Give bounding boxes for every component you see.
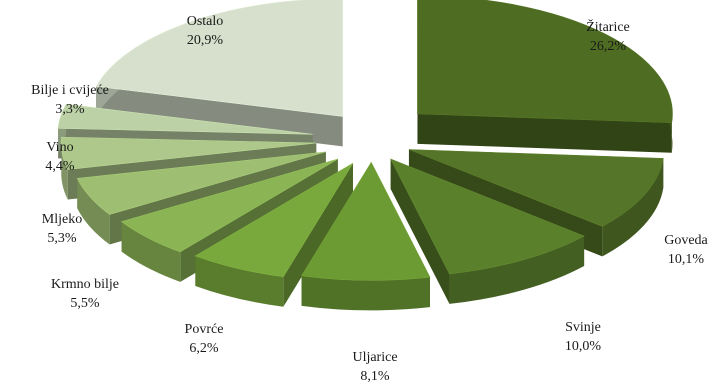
slice-label-goveda: Goveda: [664, 233, 708, 248]
slice-side-wall: [390, 159, 450, 304]
pie-slice: [194, 162, 354, 307]
slice-top: [390, 158, 585, 275]
slice-rim: [449, 235, 585, 304]
pie-slice: [390, 158, 585, 304]
pie-slice: [417, 0, 673, 153]
slice-value-ostalo: 20,9%: [187, 33, 224, 48]
slice-rim: [121, 221, 181, 282]
slice-label-mljeko: Mljeko: [42, 212, 82, 227]
pie-slices: [57, 0, 673, 311]
slice-top: [57, 103, 313, 135]
slice-value-svinje: 10,0%: [565, 339, 602, 354]
pie-labels: Žitarice 26,2% Goveda 10,1% Svinje 10,0%…: [31, 14, 708, 384]
slice-value-bilje-i-cvijece: 3,3%: [55, 102, 85, 117]
slice-top: [76, 151, 326, 215]
slice-top: [120, 158, 338, 253]
slice-value-zitarice: 26,2%: [590, 39, 627, 54]
slice-label-zitarice: Žitarice: [586, 18, 630, 35]
slice-rim: [301, 275, 430, 311]
slice-label-svinje: Svinje: [565, 320, 601, 335]
slice-side-wall: [417, 113, 672, 153]
slice-label-ostalo: Ostalo: [187, 14, 224, 29]
slice-rim: [77, 178, 110, 245]
slice-rim: [602, 158, 664, 257]
slice-label-povrce: Povrće: [185, 322, 224, 337]
slice-value-vino: 4,4%: [45, 159, 75, 174]
pie-slice: [301, 161, 431, 311]
slice-top: [408, 149, 664, 227]
slice-value-krmno-bilje: 5,5%: [70, 296, 100, 311]
slice-label-uljarice: Uljarice: [352, 350, 397, 365]
slice-rim: [195, 255, 284, 307]
slice-rim: [61, 137, 68, 200]
slice-value-uljarice: 8,1%: [360, 369, 390, 384]
pie-slice: [408, 149, 664, 257]
slice-top: [95, 0, 343, 117]
slice-label-bilje-i-cvijece: Bilje i cvijeće: [31, 83, 109, 98]
slice-top: [417, 0, 673, 124]
slice-top: [194, 162, 354, 278]
slice-value-povrce: 6,2%: [189, 341, 219, 356]
slice-value-goveda: 10,1%: [668, 252, 705, 267]
slice-value-mljeko: 5,3%: [47, 231, 77, 246]
slice-top: [60, 136, 317, 170]
slice-top: [301, 161, 431, 281]
slice-label-vino: Vino: [46, 140, 73, 155]
slice-label-krmno-bilje: Krmno bilje: [51, 277, 119, 292]
